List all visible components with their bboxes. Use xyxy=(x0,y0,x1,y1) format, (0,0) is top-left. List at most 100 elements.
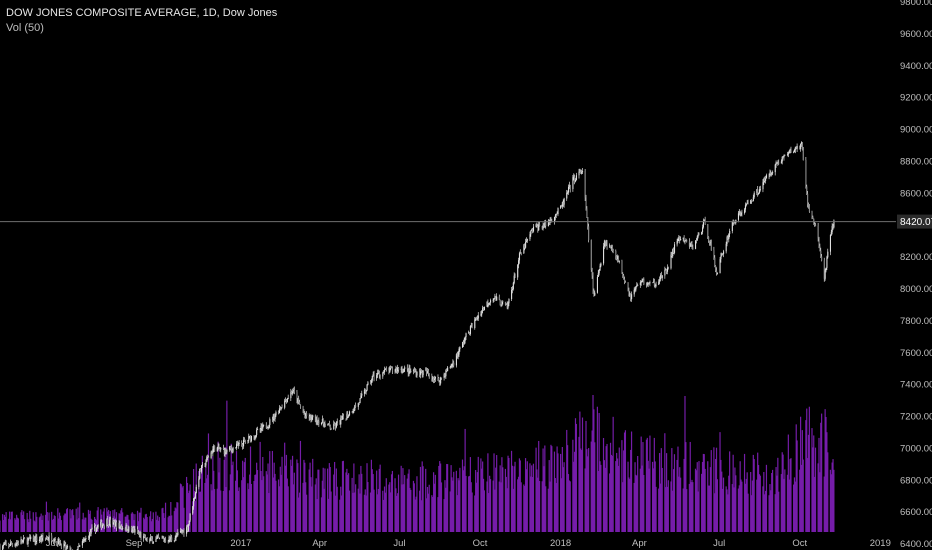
candle-body xyxy=(389,367,391,373)
candle-body xyxy=(529,234,531,240)
volume-bar xyxy=(492,480,494,532)
candle-body xyxy=(525,241,527,248)
candle-body xyxy=(457,354,459,356)
volume-bar xyxy=(65,509,68,532)
candle-body xyxy=(596,277,598,293)
candle-body xyxy=(629,293,631,295)
candle-body xyxy=(128,526,130,532)
candle-body xyxy=(630,293,632,300)
volume-bar xyxy=(9,519,12,532)
candle-body xyxy=(695,240,697,242)
candle-body xyxy=(290,392,292,399)
candle-body xyxy=(739,211,741,215)
volume-bar xyxy=(320,497,323,532)
volume-bar xyxy=(763,471,765,532)
candle-body xyxy=(280,407,282,410)
candle-body xyxy=(94,526,96,528)
volume-bar xyxy=(733,487,735,532)
volume-bar xyxy=(517,476,520,532)
candle-body xyxy=(114,522,116,527)
x-tick-label: 2017 xyxy=(230,538,251,549)
volume-bar xyxy=(557,453,559,532)
candle-body xyxy=(458,349,460,355)
volume-bar xyxy=(821,413,823,532)
candle-body xyxy=(780,161,782,164)
candle-body xyxy=(145,537,147,541)
candle-body xyxy=(91,527,93,530)
volume-bar xyxy=(83,519,85,532)
volume-bar xyxy=(176,502,178,532)
volume-bar xyxy=(685,442,687,532)
volume-bar xyxy=(643,474,645,532)
candle-body xyxy=(419,371,421,375)
candle-body xyxy=(820,250,822,257)
candle-body xyxy=(263,424,265,426)
volume-bar xyxy=(672,469,675,532)
candle-body xyxy=(802,150,804,161)
volume-bar xyxy=(633,482,635,532)
candle-body xyxy=(591,269,593,276)
volume-bar xyxy=(715,447,718,532)
candle-body xyxy=(716,273,718,274)
candle-body xyxy=(826,257,828,268)
candle-body xyxy=(440,377,442,384)
candle-body xyxy=(340,418,342,425)
candle-body xyxy=(493,298,495,300)
volume-bar xyxy=(425,468,427,532)
candle-body xyxy=(192,506,194,514)
volume-bar xyxy=(247,483,249,532)
candle-body xyxy=(16,543,18,545)
candle-body xyxy=(740,211,742,215)
candle-body xyxy=(363,389,365,394)
volume-bar xyxy=(38,517,41,532)
candle-body xyxy=(78,546,80,547)
volume-bar xyxy=(756,479,758,532)
candle-body xyxy=(808,205,810,212)
candle-body xyxy=(377,372,380,374)
candle-body xyxy=(646,284,648,285)
candle-body xyxy=(137,528,139,534)
volume-bar xyxy=(296,459,298,532)
candle-body xyxy=(217,445,219,448)
volume-bars xyxy=(0,395,835,532)
candle-body xyxy=(175,534,177,538)
candle-body xyxy=(621,260,623,274)
candle-body xyxy=(741,211,743,214)
candle-body xyxy=(530,230,532,235)
volume-bar xyxy=(639,468,641,532)
volume-bar xyxy=(771,472,773,532)
volume-bar xyxy=(256,462,258,532)
volume-bar xyxy=(434,474,436,532)
candle-body xyxy=(194,493,196,499)
volume-bar xyxy=(800,416,802,532)
volume-bar xyxy=(450,465,452,532)
candle-body xyxy=(379,375,381,377)
candle-body xyxy=(600,263,602,266)
candle-body xyxy=(722,253,724,255)
candle-body xyxy=(9,545,11,547)
candle-body xyxy=(352,411,354,413)
candle-body xyxy=(220,448,222,450)
candle-body xyxy=(603,246,605,264)
volume-bar xyxy=(198,470,200,532)
volume-bar xyxy=(364,489,366,532)
x-tick-label: Jul xyxy=(713,538,725,549)
volume-bar xyxy=(686,489,688,532)
candle-body xyxy=(645,284,648,286)
candle-body xyxy=(610,245,612,249)
candle-body xyxy=(52,540,55,542)
volume-bar xyxy=(456,495,458,532)
candle-body xyxy=(351,411,353,413)
volume-bar xyxy=(347,474,349,532)
candle-body xyxy=(652,282,654,284)
candle-body xyxy=(603,240,605,247)
candle-body xyxy=(824,270,826,279)
volume-bar xyxy=(253,480,255,532)
candle-body xyxy=(312,415,314,418)
volume-bar xyxy=(831,462,833,532)
candle-body xyxy=(84,539,86,540)
candle-body xyxy=(271,419,274,421)
volume-bar xyxy=(735,475,737,532)
candle-body xyxy=(462,342,464,344)
